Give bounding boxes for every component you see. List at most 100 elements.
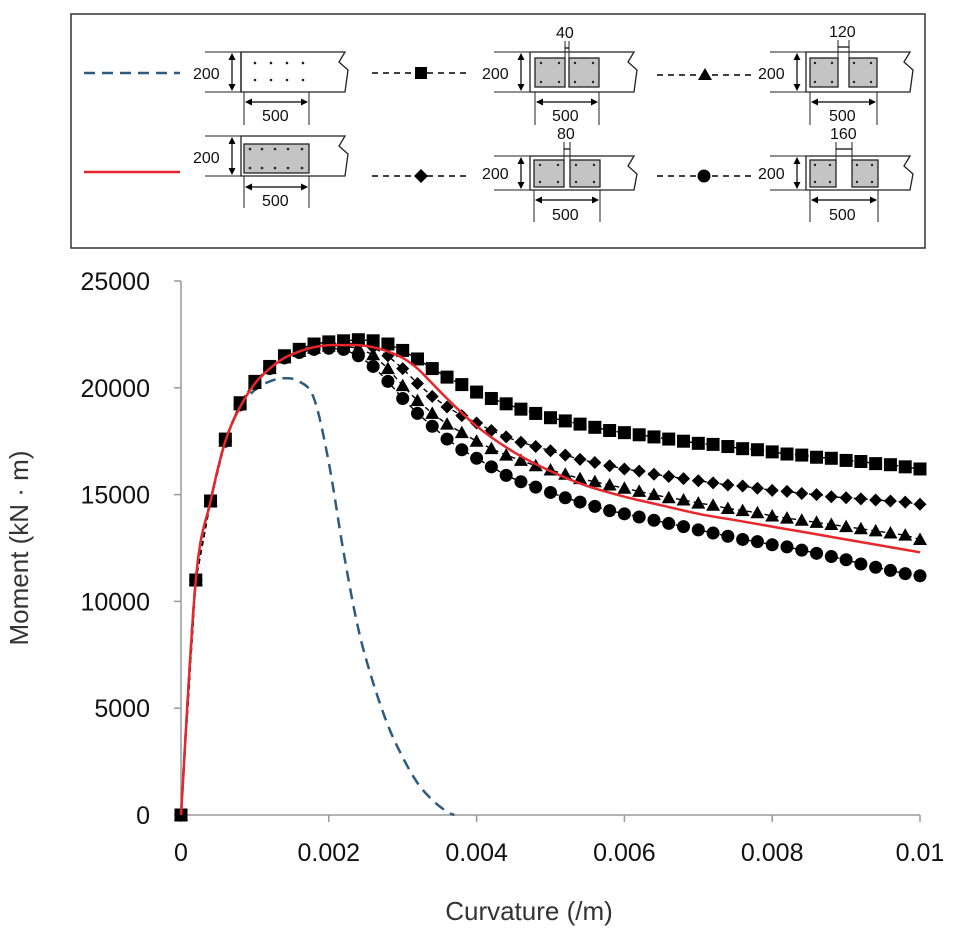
legend-sample-diamond [372, 169, 470, 183]
legend-section-6: 160 200 500 [758, 126, 914, 224]
ticks: 0 0.002 0.004 0.006 0.008 0.01 0 5000 10000 15000… [80, 268, 944, 867]
square-point [869, 457, 883, 471]
circle-point [514, 475, 528, 489]
circle-point [366, 359, 380, 373]
legend-section-6-width: 500 [829, 207, 856, 224]
diamond-point [529, 440, 543, 454]
triangle-point [839, 519, 854, 533]
square-point [839, 453, 853, 467]
square-point [913, 462, 927, 476]
series-line-solid-red [179, 343, 921, 816]
circle-point [381, 374, 395, 388]
diamond-point [470, 416, 484, 430]
circle-point [544, 485, 557, 499]
circle-point [558, 491, 572, 505]
x-tick-label: 0.002 [298, 839, 361, 867]
legend-section-3-gap: 120 [829, 24, 856, 41]
y-tick-label: 0 [136, 802, 150, 830]
legend-section-6-depth: 200 [758, 166, 785, 183]
triangle-point [824, 517, 839, 531]
x-tick-label: 0.008 [741, 839, 804, 867]
triangle-point [395, 378, 410, 392]
diamond-point [558, 448, 572, 462]
square-point [706, 437, 720, 451]
diamond-point [869, 493, 883, 507]
square-point [484, 391, 498, 405]
square-point [765, 445, 779, 459]
square-point [381, 337, 395, 351]
triangle-point [750, 505, 765, 519]
legend-square-marker [415, 67, 427, 79]
triangle-point [410, 393, 425, 407]
x-tick-label: 0.004 [445, 839, 508, 867]
diamond-point [795, 487, 809, 501]
diamond-point [499, 430, 513, 444]
triangle-point [454, 425, 469, 439]
circle-point [588, 499, 602, 513]
diamond-point [647, 467, 661, 481]
diamond-point [854, 492, 868, 506]
square-point [514, 402, 528, 416]
legend-triangle-marker [698, 68, 712, 80]
series-layer [174, 333, 927, 822]
legend-section-2-depth: 200 [482, 66, 509, 83]
circle-point [529, 480, 543, 494]
legend-section-5-gap: 80 [557, 126, 575, 143]
legend-section-5: 80 200 500 [482, 126, 638, 224]
series-square [174, 333, 927, 822]
legend-section-3-depth: 200 [758, 66, 785, 83]
triangle-point [646, 487, 661, 501]
triangle-point [765, 508, 780, 522]
circle-point [455, 443, 469, 457]
square-point [721, 440, 735, 454]
square-point [573, 417, 587, 431]
triangle-point [883, 526, 898, 539]
circle-point [898, 567, 912, 581]
legend-circle-marker [697, 169, 711, 183]
diamond-point [883, 494, 897, 508]
legend: 200 500 200 500 [70, 13, 926, 249]
square-point [662, 432, 676, 446]
square-point [366, 334, 380, 348]
circle-point [470, 451, 484, 465]
triangle-point [366, 347, 381, 361]
circle-point [484, 460, 498, 474]
circle-point [691, 523, 705, 537]
circle-point [765, 538, 779, 552]
series-diamond [174, 336, 927, 822]
square-point [544, 411, 557, 425]
square-point [396, 343, 410, 357]
diamond-point [588, 456, 602, 470]
diamond-point [898, 495, 912, 509]
circle-point [750, 535, 764, 549]
circle-point [824, 550, 838, 564]
y-axis-title: Moment (kN · m) [4, 451, 34, 646]
square-point [603, 424, 617, 438]
triangle-point [676, 492, 691, 506]
legend-section-5-depth: 200 [482, 166, 509, 183]
square-point [824, 451, 838, 465]
square-point [455, 378, 469, 392]
circle-point [410, 406, 424, 420]
legend-section-3-width: 500 [829, 108, 856, 125]
triangle-point [380, 361, 395, 375]
triangle-point [691, 496, 706, 509]
square-point [470, 385, 484, 399]
circle-point [396, 391, 410, 405]
square-point [883, 458, 897, 472]
y-tick-label: 20000 [80, 375, 150, 403]
square-point [529, 406, 543, 420]
circle-point [632, 510, 646, 524]
circle-point [883, 563, 897, 577]
axes [180, 281, 920, 816]
circle-point [440, 432, 454, 446]
triangle-point [735, 503, 750, 517]
x-tick-label: 0.01 [896, 839, 945, 867]
circle-point [736, 532, 750, 546]
diamond-point [662, 469, 676, 483]
diamond-point [455, 409, 469, 423]
legend-section-1: 200 500 [193, 51, 349, 125]
square-point [632, 428, 646, 442]
triangle-point [913, 532, 927, 545]
